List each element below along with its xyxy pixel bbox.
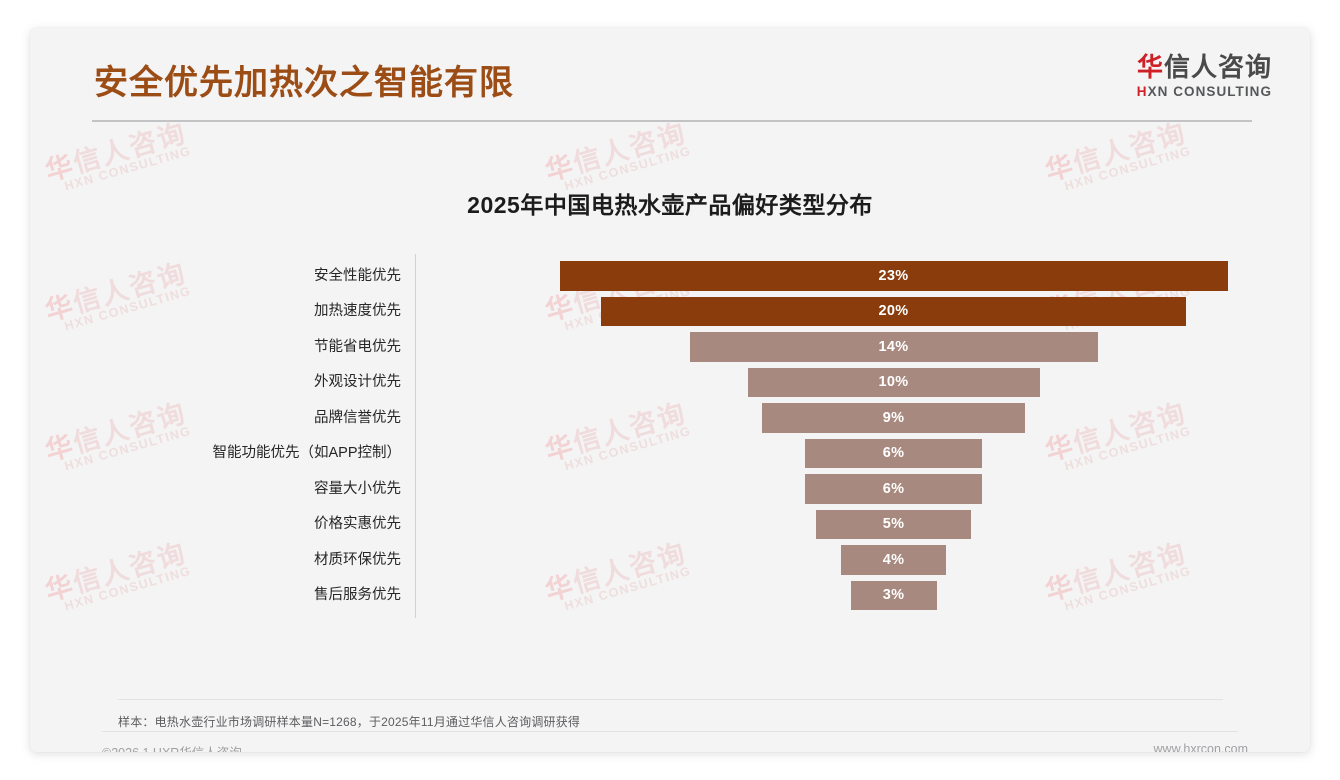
chart-area: 2025年中国电热水壶产品偏好类型分布 安全性能优先 23% 加热速度优先 20% 节能… <box>30 124 1310 669</box>
brand-logo-en-rest: XN CONSULTING <box>1147 84 1272 100</box>
funnel-chart: 安全性能优先 23% 加热速度优先 20% 节能省电优先 14% 外观设计优先 10% 品牌信誉… <box>30 258 1310 613</box>
footnote-divider-top <box>118 699 1223 700</box>
funnel-row-track: 10% <box>415 365 1310 401</box>
funnel-bar-value: 4% <box>882 551 905 568</box>
funnel-bar[interactable]: 3% <box>850 580 937 610</box>
funnel-row-label: 安全性能优先 <box>314 267 401 284</box>
funnel-row-label: 智能功能优先（如APP控制） <box>212 445 401 461</box>
funnel-row: 售后服务优先 3% <box>30 578 1310 614</box>
funnel-row: 安全性能优先 23% <box>30 258 1310 294</box>
funnel-bar-value: 6% <box>882 445 905 462</box>
funnel-row-track: 3% <box>415 578 1310 614</box>
funnel-bar-value: 23% <box>878 267 909 284</box>
funnel-row-label: 品牌信誉优先 <box>314 409 401 426</box>
header-divider <box>92 120 1252 122</box>
funnel-row-label: 外观设计优先 <box>314 374 401 390</box>
funnel-row-label: 容量大小优先 <box>314 480 401 497</box>
funnel-row-label: 加热速度优先 <box>314 303 401 319</box>
funnel-row: 外观设计优先 10% <box>30 365 1310 401</box>
funnel-row-track: 6% <box>415 471 1310 507</box>
funnel-row-label: 售后服务优先 <box>314 587 401 603</box>
funnel-row: 价格实惠优先 5% <box>30 507 1310 543</box>
funnel-bar-value: 20% <box>878 303 909 320</box>
funnel-bar[interactable]: 20% <box>601 296 1186 326</box>
funnel-row: 容量大小优先 6% <box>30 471 1310 507</box>
funnel-row: 加热速度优先 20% <box>30 294 1310 330</box>
brand-logo-en-accent: H <box>1136 84 1148 100</box>
funnel-row-track: 6% <box>415 436 1310 472</box>
page-title: 安全优先加热次之智能有限 <box>94 64 514 102</box>
funnel-row: 材质环保优先 4% <box>30 542 1310 578</box>
funnel-bar-value: 3% <box>882 587 905 604</box>
funnel-row-label: 材质环保优先 <box>314 551 401 568</box>
funnel-bar-value: 14% <box>878 338 909 355</box>
funnel-bar[interactable]: 6% <box>805 438 982 468</box>
funnel-row-track: 20% <box>415 294 1310 330</box>
funnel-row-label: 价格实惠优先 <box>314 516 401 532</box>
funnel-row-track: 14% <box>415 329 1310 365</box>
funnel-row: 品牌信誉优先 9% <box>30 400 1310 436</box>
funnel-bar[interactable]: 6% <box>805 474 982 504</box>
slide-header: 安全优先加热次之智能有限 华信人咨询 HXN CONSULTING <box>30 28 1310 110</box>
funnel-row: 智能功能优先（如APP控制） 6% <box>30 436 1310 472</box>
footnote-divider-bottom <box>102 731 1238 732</box>
footnote-text: 样本：电热水壶行业市场调研样本量N=1268，于2025年11月通过华信人咨询调… <box>118 715 581 729</box>
brand-logo-en: HXN CONSULTING <box>1137 84 1272 99</box>
funnel-row-label: 节能省电优先 <box>314 338 401 355</box>
funnel-bar[interactable]: 23% <box>559 261 1228 291</box>
brand-logo-cn-rest: 信人咨询 <box>1163 52 1272 82</box>
funnel-bar[interactable]: 14% <box>689 332 1098 362</box>
funnel-row: 节能省电优先 14% <box>30 329 1310 365</box>
funnel-bar-value: 10% <box>878 374 909 391</box>
funnel-bar-value: 9% <box>882 409 905 426</box>
funnel-bar[interactable]: 4% <box>841 545 946 575</box>
funnel-bar[interactable]: 5% <box>816 509 971 539</box>
funnel-row-track: 4% <box>415 542 1310 578</box>
funnel-row-track: 5% <box>415 507 1310 543</box>
footer-website[interactable]: www.hxrcon.com <box>1153 742 1248 752</box>
funnel-row-track: 9% <box>415 400 1310 436</box>
funnel-bar[interactable]: 10% <box>747 367 1040 397</box>
chart-title: 2025年中国电热水壶产品偏好类型分布 <box>467 192 873 218</box>
chart-axis-line <box>415 254 416 618</box>
footer-copyright: ©2026.1 HXR华信人咨询 <box>102 742 242 752</box>
brand-logo-cn: 华信人咨询 <box>1136 52 1272 82</box>
funnel-bar-value: 6% <box>882 480 905 497</box>
brand-logo-cn-accent: 华 <box>1136 52 1164 82</box>
brand-logo: 华信人咨询 HXN CONSULTING <box>1136 52 1272 99</box>
funnel-bar[interactable]: 9% <box>762 403 1025 433</box>
funnel-bar-value: 5% <box>882 516 905 533</box>
slide-card: 华信人咨询 HXN CONSULTING 华信人咨询 HXN CONSULTING 华信… <box>30 28 1310 752</box>
funnel-row-track: 23% <box>415 258 1310 294</box>
